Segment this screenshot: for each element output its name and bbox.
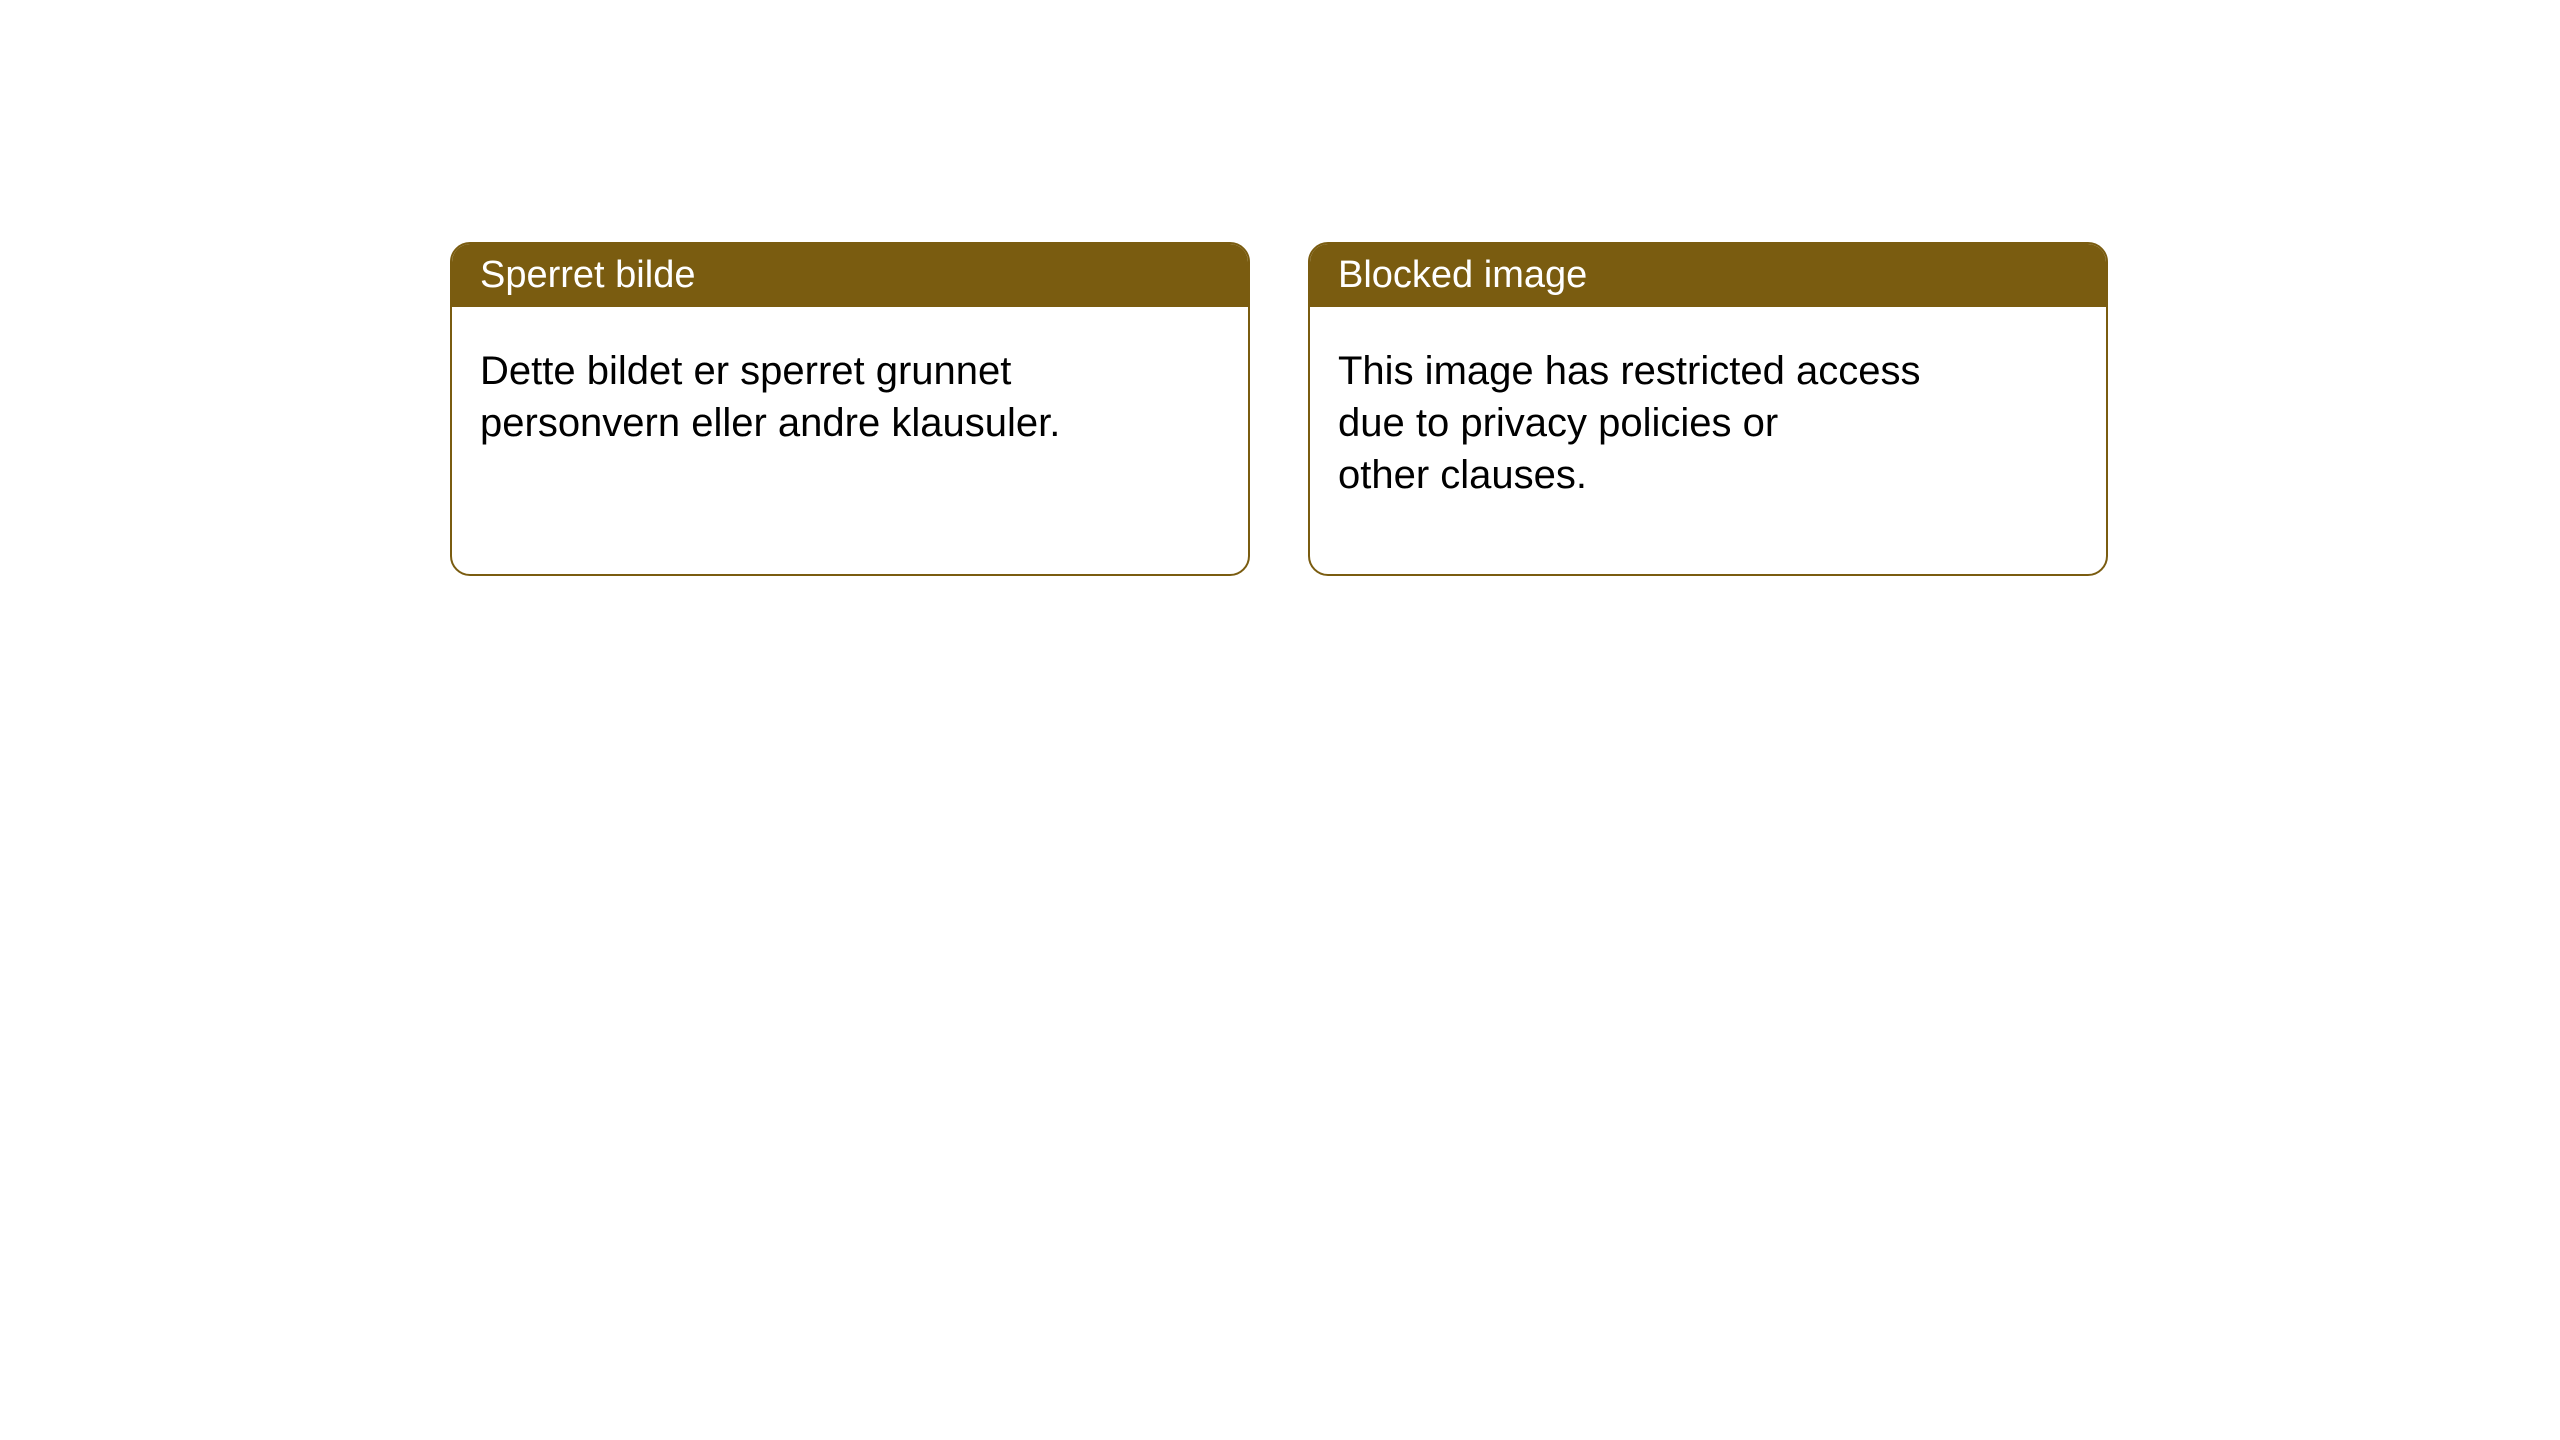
notice-header-norwegian: Sperret bilde (452, 244, 1248, 307)
notice-container: Sperret bilde Dette bildet er sperret gr… (450, 242, 2108, 576)
notice-card-norwegian: Sperret bilde Dette bildet er sperret gr… (450, 242, 1250, 576)
notice-card-english: Blocked image This image has restricted … (1308, 242, 2108, 576)
notice-header-english: Blocked image (1310, 244, 2106, 307)
notice-title-norwegian: Sperret bilde (480, 254, 695, 296)
notice-body-norwegian: Dette bildet er sperret grunnet personve… (452, 307, 1248, 487)
notice-body-english: This image has restricted access due to … (1310, 307, 2106, 539)
notice-title-english: Blocked image (1338, 254, 1587, 296)
